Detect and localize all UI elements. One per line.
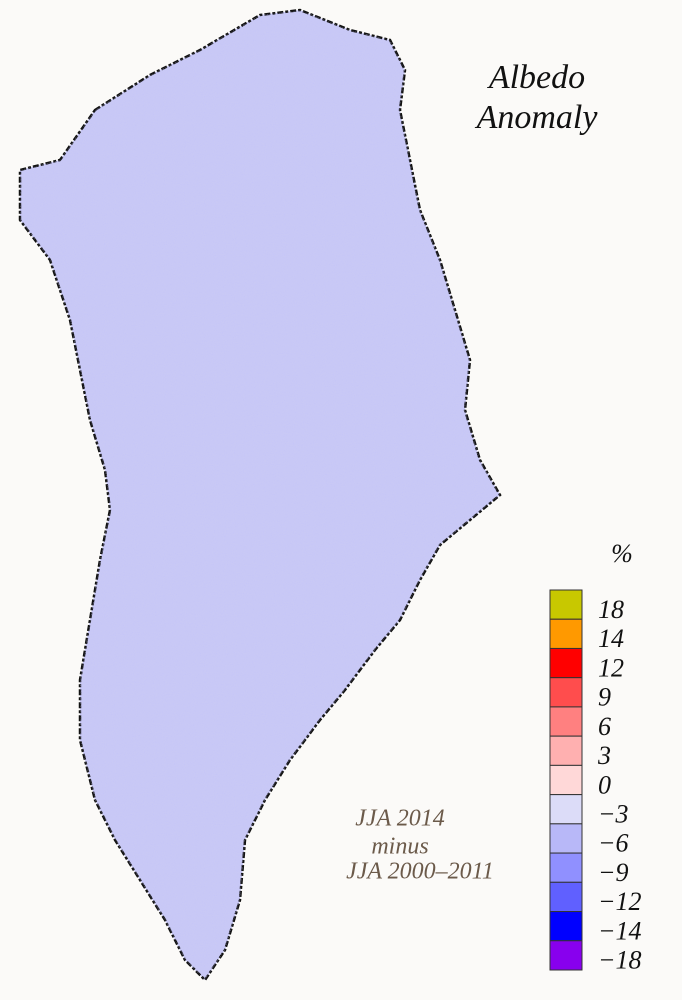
title-line: Anomaly bbox=[475, 99, 599, 136]
legend-swatch bbox=[549, 794, 583, 825]
greenland bbox=[18, 8, 502, 982]
legend-label: −3 bbox=[598, 800, 629, 829]
legend-swatch bbox=[549, 589, 583, 620]
legend-label: 6 bbox=[598, 712, 611, 741]
legend-label: 14 bbox=[598, 624, 624, 653]
legend-label: −6 bbox=[598, 829, 629, 858]
legend-swatch bbox=[549, 647, 583, 679]
legend-swatch bbox=[549, 911, 583, 942]
legend-label: −9 bbox=[598, 858, 629, 887]
annotation: minus bbox=[371, 834, 428, 860]
legend-label: −18 bbox=[598, 946, 642, 975]
legend-label: 18 bbox=[598, 595, 624, 624]
legend-swatch bbox=[549, 618, 583, 649]
legend-swatch bbox=[549, 735, 583, 766]
annotation: JJA 2014 bbox=[355, 806, 445, 832]
legend-label: 3 bbox=[597, 741, 611, 770]
legend-unit: % bbox=[611, 539, 633, 568]
legend-label: 9 bbox=[598, 683, 611, 712]
legend-swatch bbox=[549, 940, 583, 971]
legend-label: 0 bbox=[598, 770, 611, 799]
legend-label: −14 bbox=[598, 916, 642, 945]
legend-swatch bbox=[549, 706, 583, 737]
annotation: JJA 2000–2011 bbox=[346, 859, 494, 885]
legend-swatch bbox=[549, 677, 583, 708]
legend-swatch bbox=[549, 823, 583, 854]
ice-texture bbox=[20, 10, 500, 980]
legend-swatch bbox=[549, 764, 583, 796]
title-line: Albedo bbox=[487, 59, 585, 96]
legend-swatch bbox=[549, 852, 583, 883]
legend-swatch bbox=[549, 881, 583, 913]
legend-label: 12 bbox=[598, 653, 624, 682]
legend-label: −12 bbox=[598, 887, 642, 916]
